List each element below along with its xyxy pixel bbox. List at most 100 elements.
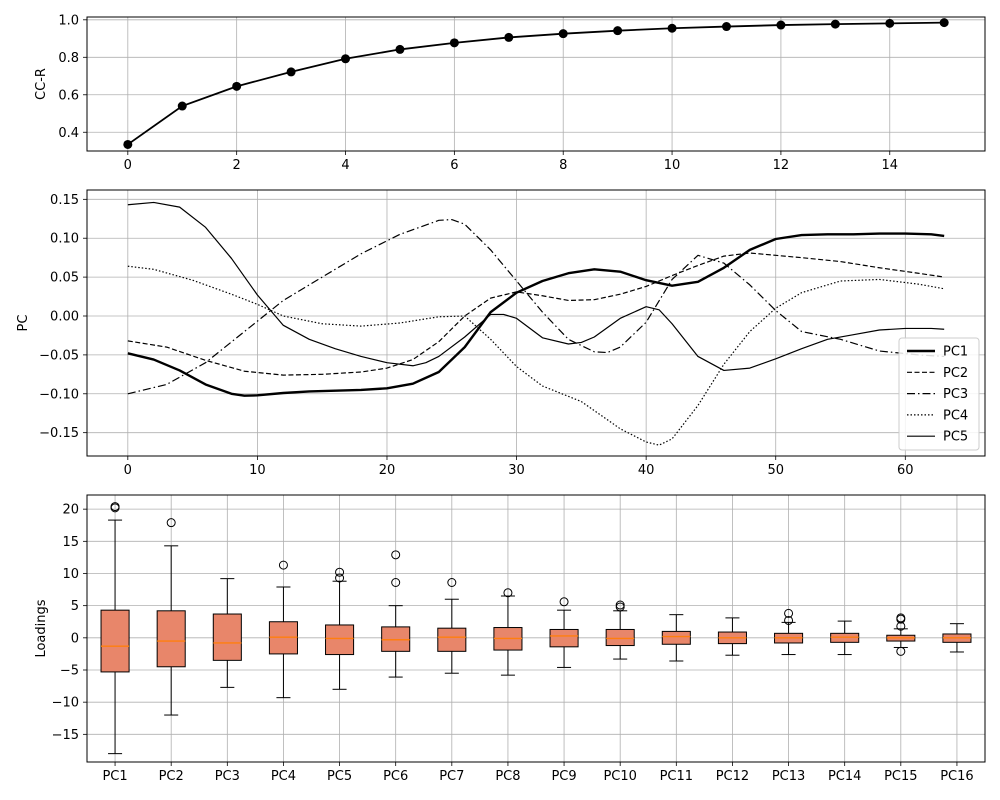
box-pc15 [886,613,916,656]
cc-r-point [504,32,514,42]
series-line-pc2 [127,252,945,376]
outlier-point [559,597,569,607]
box-pc9 [549,597,579,668]
cc-r-point [123,139,133,149]
cc-r-line [127,21,945,146]
x-tick-label: PC3 [215,769,240,784]
y-tick-label: −5 [60,663,79,678]
x-tick-label: PC6 [383,769,408,784]
x-tick-label: 4 [341,158,349,173]
x-tick-label: 0 [124,158,132,173]
x-tick-label: 0 [124,463,132,478]
y-tick-label: 0.00 [50,310,79,325]
cc-r-point [286,67,296,77]
axes-frame [86,16,986,152]
outlier-point [166,518,176,528]
cc-r-point [558,29,568,39]
outlier-point [391,550,401,560]
y-tick-label: 1.0 [58,13,79,28]
x-tick-label: 50 [767,463,784,478]
y-tick-label: 20 [62,503,79,518]
cc-r-point [721,22,731,32]
legend-label-pc4: PC4 [943,408,968,423]
cc-r-point [939,18,949,28]
x-tick-label: PC4 [271,769,296,784]
x-tick-label: 10 [249,463,266,478]
x-tick-label: 8 [559,158,567,173]
y-tick-label: 15 [62,535,79,550]
loadings-box-plot: PC1 PC2 PC3 PC4 PC5 PC6 PC7 PC8 PC9 PC10 PC11 PC12 P… [34,494,986,784]
x-tick-label: PC8 [495,769,520,784]
outlier-point [615,600,625,610]
x-tick-label: 40 [638,463,655,478]
cc-r-point [449,38,459,48]
legend: PC1 PC2 PC3 PC4 PC5 [898,337,980,451]
y-tick-label: 0.4 [58,126,79,141]
legend-label-pc2: PC2 [943,366,968,381]
outlier-point [784,615,794,625]
outlier-point [784,608,794,618]
cc-r-point [667,23,677,33]
legend-box [898,337,980,451]
x-tick-label: PC9 [551,769,576,784]
outlier-point [335,567,345,577]
outlier-point [110,502,120,512]
box-body [212,613,242,661]
y-tick-label: 0.10 [50,232,79,247]
cc-r-point [885,18,895,28]
outlier-point [896,646,906,656]
outlier-point [896,613,906,623]
x-tick-label: 12 [773,158,790,173]
y-tick-label: −15 [52,728,79,743]
outlier-point [335,573,345,583]
x-tick-label: PC12 [716,769,749,784]
cc-r-point [830,19,840,29]
y-tick-label: −0.15 [39,426,79,441]
box-body [661,630,691,645]
box-pc3 [212,578,242,688]
cc-r-point [177,101,187,111]
y-tick-label: 0.15 [50,193,79,208]
box-pc2 [156,518,186,716]
series-line-pc5 [127,201,945,372]
box-body [156,610,186,668]
box-pc1 [100,502,130,755]
x-tick-label: 20 [379,463,396,478]
x-tick-label: PC7 [439,769,464,784]
cc-r-line-chart: 0 2 4 6 8 10 12 14 0.4 0.6 0.8 1.0 CC-R [34,13,986,173]
y-tick-label: 5 [71,599,79,614]
box-pc5 [325,567,355,690]
y-axis-label: CC-R [34,68,49,100]
x-tick-label: 60 [897,463,914,478]
box-pc12 [717,617,747,656]
outlier-point [278,560,288,570]
y-tick-label: −0.05 [39,348,79,363]
x-tick-label: 14 [881,158,898,173]
series-line-pc4 [127,265,945,446]
pc-line-chart: 0 10 20 30 40 50 60 −0.15 −0.10 −0.05 0.00 0.05 0.10… [16,189,986,478]
box-body [437,627,467,652]
box-pc16 [942,623,972,653]
legend-label-pc1: PC1 [943,345,968,360]
x-tick-label: PC15 [884,769,917,784]
x-tick-label: 6 [450,158,458,173]
x-tick-label: PC16 [940,769,973,784]
x-tick-label: PC10 [603,769,636,784]
box-pc10 [605,600,635,660]
cc-r-point [395,44,405,54]
x-tick-label: PC11 [660,769,693,784]
y-axis-label: Loadings [34,599,49,657]
axes-frame [86,189,986,457]
x-tick-label: PC14 [828,769,861,784]
box-body [549,628,579,648]
y-tick-label: 0.6 [58,88,79,103]
x-tick-label: PC1 [102,769,127,784]
box-pc14 [830,620,860,656]
cc-r-point [232,81,242,91]
outlier-point [391,577,401,587]
cc-r-point [776,20,786,30]
y-tick-label: −0.10 [39,387,79,402]
y-tick-label: 0 [71,631,79,646]
